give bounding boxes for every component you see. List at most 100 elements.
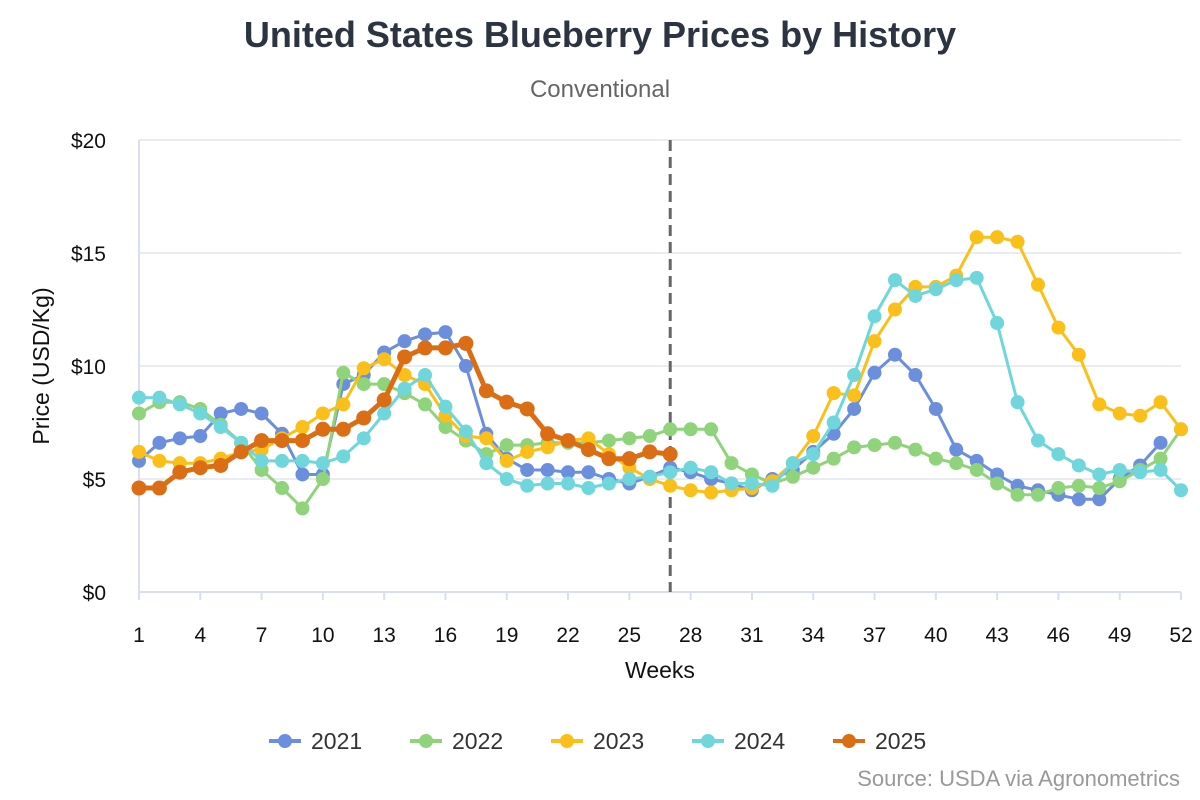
data-point[interactable] xyxy=(335,421,351,437)
data-point[interactable] xyxy=(1153,435,1168,450)
data-point[interactable] xyxy=(601,451,617,467)
data-point[interactable] xyxy=(785,469,800,484)
data-point[interactable] xyxy=(315,406,330,421)
data-point[interactable] xyxy=(622,431,637,446)
data-point[interactable] xyxy=(397,381,412,396)
data-point[interactable] xyxy=(397,368,412,383)
data-point[interactable] xyxy=(315,472,330,486)
data-point[interactable] xyxy=(234,401,249,416)
data-point[interactable] xyxy=(377,406,392,421)
data-point[interactable] xyxy=(417,340,433,356)
data-point[interactable] xyxy=(254,453,269,468)
data-point[interactable] xyxy=(887,347,902,362)
data-point[interactable] xyxy=(581,465,596,480)
data-point[interactable] xyxy=(295,467,310,482)
data-point[interactable] xyxy=(969,462,984,477)
data-point[interactable] xyxy=(193,406,208,421)
data-point[interactable] xyxy=(1030,487,1045,502)
data-point[interactable] xyxy=(356,377,371,392)
data-point[interactable] xyxy=(336,397,351,412)
data-point[interactable] xyxy=(704,485,719,500)
data-point[interactable] xyxy=(561,465,576,480)
data-point[interactable] xyxy=(172,464,188,480)
data-point[interactable] xyxy=(826,451,841,466)
data-point[interactable] xyxy=(519,401,535,417)
data-point[interactable] xyxy=(969,270,984,285)
data-point[interactable] xyxy=(152,453,167,468)
data-point[interactable] xyxy=(1010,487,1025,502)
data-point[interactable] xyxy=(622,472,637,486)
data-point[interactable] xyxy=(560,433,576,449)
data-point[interactable] xyxy=(499,472,514,486)
data-point[interactable] xyxy=(540,462,555,477)
data-point[interactable] xyxy=(132,406,146,421)
data-point[interactable] xyxy=(1071,458,1086,473)
data-point[interactable] xyxy=(826,386,841,401)
data-point[interactable] xyxy=(683,483,698,498)
data-point[interactable] xyxy=(581,481,596,496)
data-point[interactable] xyxy=(704,465,719,480)
legend-item-2025[interactable]: 2025 xyxy=(833,728,926,754)
data-point[interactable] xyxy=(969,230,984,245)
data-point[interactable] xyxy=(826,415,841,430)
data-point[interactable] xyxy=(315,421,331,437)
data-point[interactable] xyxy=(499,453,514,468)
data-point[interactable] xyxy=(621,451,637,467)
data-point[interactable] xyxy=(1092,492,1107,507)
data-point[interactable] xyxy=(990,476,1005,491)
data-point[interactable] xyxy=(1010,395,1025,410)
legend-item-2024[interactable]: 2024 xyxy=(692,728,785,754)
data-point[interactable] xyxy=(397,334,412,349)
data-point[interactable] xyxy=(132,390,146,405)
data-point[interactable] xyxy=(908,368,923,383)
data-point[interactable] xyxy=(315,456,330,471)
data-point[interactable] xyxy=(1051,447,1066,462)
data-point[interactable] xyxy=(499,438,514,453)
data-point[interactable] xyxy=(949,442,964,457)
data-point[interactable] xyxy=(254,406,269,421)
data-point[interactable] xyxy=(418,327,433,342)
data-point[interactable] xyxy=(1071,347,1086,362)
data-point[interactable] xyxy=(928,401,943,416)
data-point[interactable] xyxy=(213,457,229,473)
legend-item-2021[interactable]: 2021 xyxy=(269,728,362,754)
data-point[interactable] xyxy=(1133,465,1148,480)
data-point[interactable] xyxy=(847,388,862,403)
data-point[interactable] xyxy=(704,422,719,437)
data-point[interactable] xyxy=(663,478,678,493)
data-point[interactable] xyxy=(949,456,964,471)
data-point[interactable] xyxy=(1092,481,1107,496)
data-point[interactable] xyxy=(1071,478,1086,493)
data-point[interactable] xyxy=(520,478,535,493)
data-point[interactable] xyxy=(1092,467,1107,482)
data-point[interactable] xyxy=(867,438,882,453)
data-point[interactable] xyxy=(499,394,515,410)
data-point[interactable] xyxy=(1153,462,1168,477)
data-point[interactable] xyxy=(397,349,413,365)
data-point[interactable] xyxy=(990,316,1005,331)
data-point[interactable] xyxy=(663,422,678,437)
data-point[interactable] xyxy=(1030,277,1045,292)
data-point[interactable] xyxy=(458,335,474,351)
data-point[interactable] xyxy=(540,440,555,455)
data-point[interactable] xyxy=(847,401,862,416)
data-point[interactable] xyxy=(520,444,535,459)
data-point[interactable] xyxy=(1153,395,1168,410)
data-point[interactable] xyxy=(540,426,556,442)
data-point[interactable] xyxy=(294,433,310,449)
data-point[interactable] xyxy=(1010,234,1025,249)
data-point[interactable] xyxy=(847,440,862,455)
data-point[interactable] xyxy=(908,442,923,457)
data-point[interactable] xyxy=(867,365,882,380)
data-point[interactable] xyxy=(1174,422,1188,437)
data-point[interactable] xyxy=(990,230,1005,245)
data-point[interactable] xyxy=(438,399,453,414)
data-point[interactable] xyxy=(458,424,473,439)
data-point[interactable] xyxy=(1030,433,1045,448)
data-point[interactable] xyxy=(479,456,494,471)
data-point[interactable] xyxy=(928,282,943,297)
data-point[interactable] xyxy=(1071,492,1086,507)
data-point[interactable] xyxy=(785,456,800,471)
data-point[interactable] xyxy=(1133,408,1148,423)
data-point[interactable] xyxy=(438,420,453,435)
